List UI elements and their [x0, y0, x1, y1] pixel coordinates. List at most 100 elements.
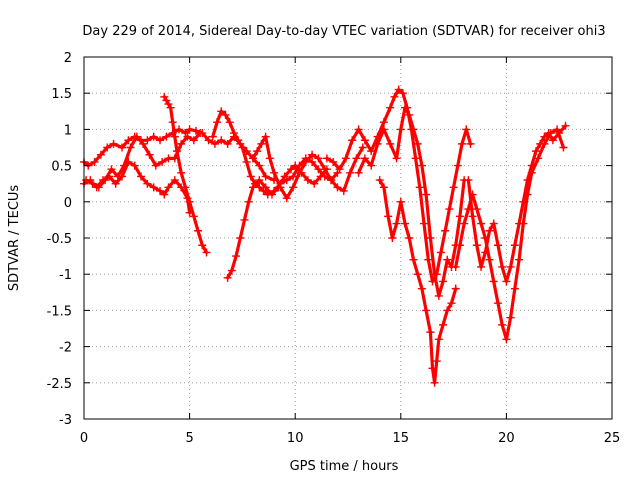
data-point — [322, 154, 331, 163]
series-track-4 — [160, 92, 211, 257]
data-point — [107, 165, 116, 174]
data-point — [96, 150, 105, 159]
data-point — [354, 168, 363, 177]
data-point — [103, 143, 112, 152]
data-point — [341, 154, 350, 163]
x-tick-label: 0 — [80, 431, 88, 446]
data-point — [295, 168, 304, 177]
data-point — [405, 110, 414, 119]
data-point — [160, 190, 169, 199]
y-tick-label: -2.5 — [47, 377, 72, 392]
data-point — [493, 299, 502, 308]
data-point — [401, 103, 410, 112]
data-point — [130, 161, 139, 170]
axis-ticks: 0 5 10 15 20 25 -3 -2.5 -2 -1.5 -1 -0.5 0 0.5 1 1.5 2 — [47, 51, 621, 446]
data-point — [255, 161, 264, 170]
data-point — [379, 125, 388, 134]
data-point — [308, 150, 317, 159]
data-point — [113, 172, 122, 181]
data-point — [255, 183, 264, 192]
series-track-7 — [248, 132, 367, 203]
data-point — [445, 205, 454, 214]
data-point — [261, 132, 270, 141]
data-point — [232, 252, 241, 261]
y-tick-label: -1 — [59, 268, 72, 283]
data-point — [451, 284, 460, 293]
data-point — [208, 132, 217, 141]
data-point — [217, 136, 226, 145]
data-point — [384, 212, 393, 221]
data-point — [210, 139, 219, 148]
data-point — [310, 179, 319, 188]
data-point — [170, 132, 179, 141]
data-point — [417, 161, 426, 170]
data-point — [234, 136, 243, 145]
data-point — [409, 125, 418, 134]
y-tick-label: -2 — [59, 341, 72, 356]
data-point — [354, 125, 363, 134]
data-point — [238, 143, 247, 152]
data-point — [221, 110, 230, 119]
data-point — [229, 129, 238, 138]
data-point — [137, 172, 146, 181]
data-point — [375, 176, 384, 185]
data-point — [443, 255, 452, 264]
data-point — [506, 262, 515, 271]
y-tick-label: 2 — [64, 51, 72, 66]
data-point — [515, 219, 524, 228]
data-point — [506, 313, 515, 322]
data-point — [455, 212, 464, 221]
data-point — [477, 219, 486, 228]
data-point — [449, 183, 458, 192]
data-point — [527, 161, 536, 170]
data-point — [156, 186, 165, 195]
series-track-10 — [375, 176, 460, 387]
data-point — [398, 89, 407, 98]
data-point — [177, 139, 186, 148]
data-point — [162, 132, 171, 141]
data-point — [198, 241, 207, 250]
data-point — [259, 186, 268, 195]
data-point — [519, 197, 528, 206]
data-point — [286, 165, 295, 174]
data-point — [447, 299, 456, 308]
data-point — [386, 103, 395, 112]
data-point — [101, 176, 110, 185]
data-point — [189, 136, 198, 145]
data-point — [177, 168, 186, 177]
data-point — [477, 262, 486, 271]
data-point — [170, 176, 179, 185]
data-point — [346, 168, 355, 177]
data-point — [502, 277, 511, 286]
data-point — [536, 139, 545, 148]
data-point — [428, 364, 437, 373]
series-track-9 — [354, 103, 469, 300]
data-point — [248, 154, 257, 163]
data-point — [432, 357, 441, 366]
y-tick-label: 1 — [64, 123, 72, 138]
data-point — [314, 154, 323, 163]
data-point — [223, 139, 232, 148]
data-point — [139, 139, 148, 148]
data-point — [481, 248, 490, 257]
data-point — [544, 129, 553, 138]
data-point — [460, 219, 469, 228]
data-point — [455, 241, 464, 250]
data-point — [194, 226, 203, 235]
data-point — [143, 136, 152, 145]
data-point — [149, 132, 158, 141]
data-point — [282, 176, 291, 185]
chart-title: Day 229 of 2014, Sidereal Day-to-day VTE… — [82, 24, 605, 39]
x-tick-label: 10 — [287, 431, 304, 446]
data-point — [145, 150, 154, 159]
data-point — [451, 262, 460, 271]
data-point — [289, 183, 298, 192]
data-point — [236, 234, 245, 242]
data-point — [329, 157, 338, 166]
data-point — [386, 139, 395, 148]
data-point — [411, 154, 420, 163]
data-point — [555, 129, 564, 138]
data-point — [367, 161, 376, 170]
data-series — [80, 85, 570, 387]
data-point — [120, 161, 129, 170]
